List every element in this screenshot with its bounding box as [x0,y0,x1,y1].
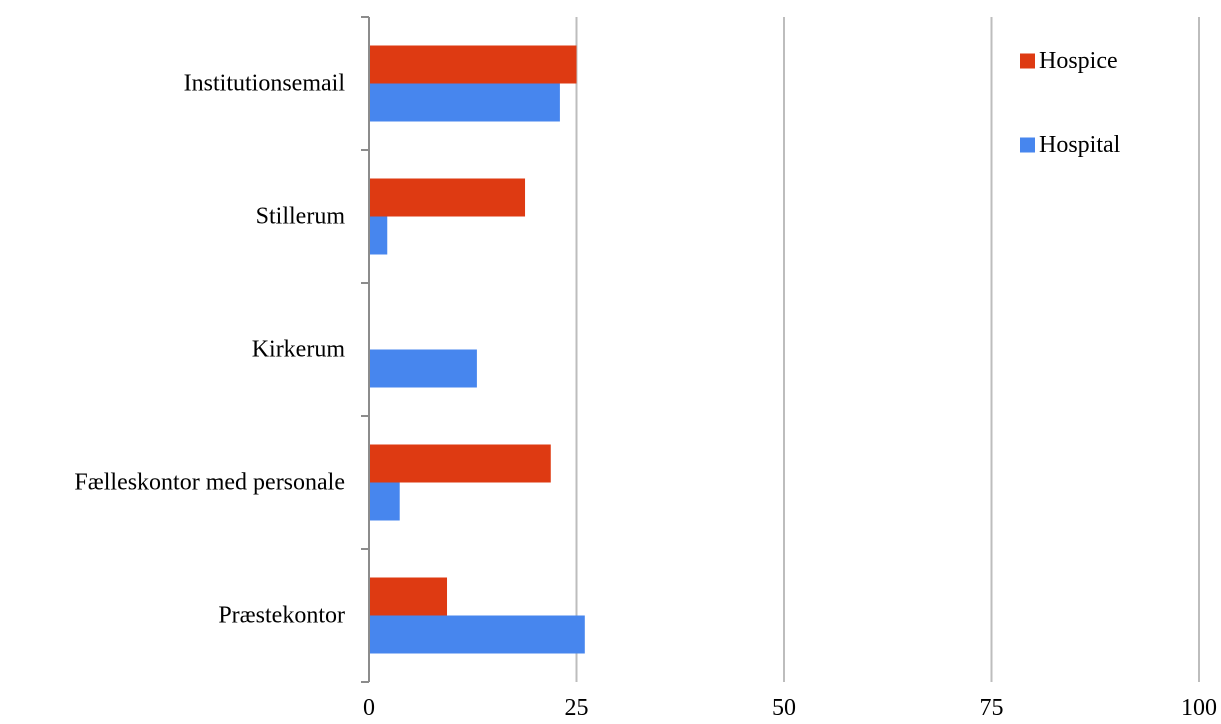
bar-hospital-4 [369,615,585,654]
bar-hospital-0 [369,83,560,122]
x-tick-label: 100 [1181,695,1217,721]
bars [369,45,585,654]
bar-hospice-3 [369,444,551,483]
x-tick-labels: 0 25 50 75 100 [363,695,1217,721]
bar-hospice-4 [369,577,448,616]
x-tick-label: 50 [772,695,796,721]
bar-hospital-1 [369,216,388,255]
y-axis [361,16,370,683]
legend-swatch-hospice [1020,53,1035,69]
bar-hospital-2 [369,349,477,388]
bar-hospital-3 [369,482,400,521]
x-tick-label: 25 [565,695,589,721]
gridlines [575,17,1200,682]
x-tick-label: 75 [980,695,1004,721]
category-label: Kirkerum [252,337,346,363]
legend-swatch-hospital [1020,137,1035,153]
legend-label-hospital: Hospital [1039,132,1121,158]
bar-hospice-1 [369,178,526,217]
category-labels: Institutionsemail Stillerum Kirkerum Fælles… [74,71,345,629]
category-label: Fælleskontor med personale [74,470,345,496]
legend-label-hospice: Hospice [1039,48,1118,74]
bar-hospice-0 [369,45,577,84]
x-tick-label: 0 [363,695,375,721]
category-label: Institutionsemail [184,71,346,97]
legend: Hospice Hospital [1020,48,1121,158]
category-label: Stillerum [256,204,346,230]
category-label: Præstekontor [218,603,345,629]
